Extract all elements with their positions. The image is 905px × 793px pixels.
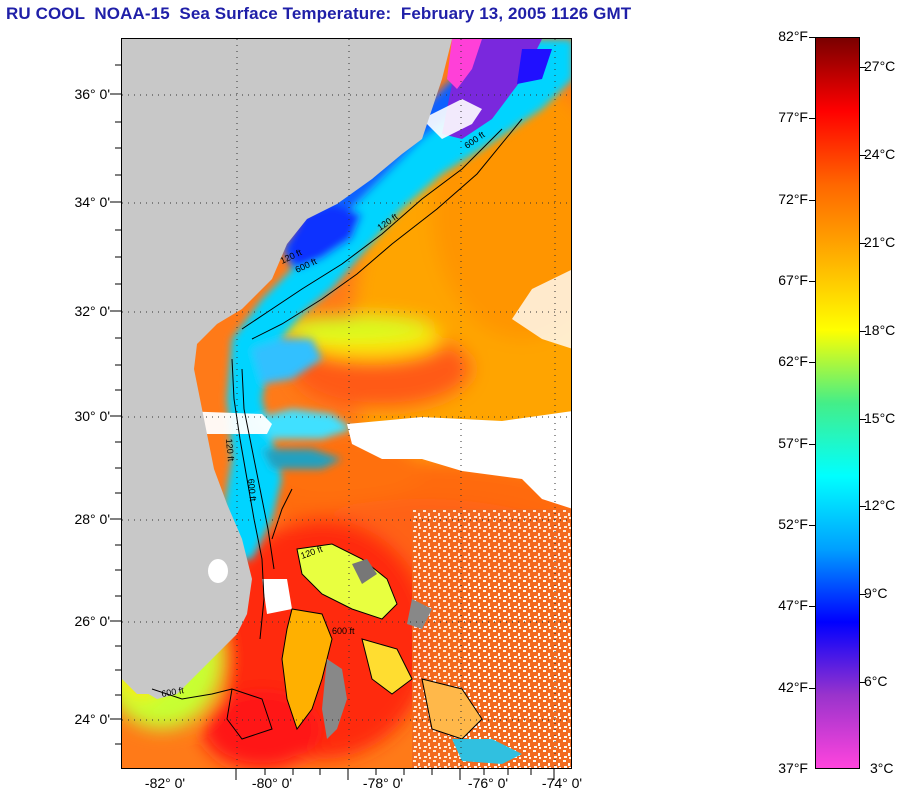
colorbar-celsius-label: 24°C	[864, 146, 896, 162]
colorbar-fahrenheit-label: 42°F	[778, 679, 808, 695]
colorbar-tick	[809, 444, 815, 445]
lat-label: 28° 0'	[74, 511, 110, 527]
colorbar-fahrenheit-label: 72°F	[778, 191, 808, 207]
colorbar-tick	[809, 525, 815, 526]
colorbar-fahrenheit-label: 82°F	[778, 28, 808, 44]
colorbar-tick	[809, 688, 815, 689]
colorbar-fahrenheit-label: 47°F	[778, 597, 808, 613]
colorbar-tick	[809, 118, 815, 119]
sst-map: 120 ft 600 ft 120 ft 600 ft 120 ft 600 f…	[121, 38, 572, 769]
lake-okeechobee	[208, 559, 228, 583]
lat-label: 36° 0'	[74, 86, 110, 102]
lon-label: -80° 0'	[251, 775, 293, 791]
colorbar-celsius-label: 12°C	[864, 497, 896, 513]
colorbar-tick	[860, 682, 866, 683]
colorbar-tick	[860, 594, 866, 595]
lon-label: -76° 0'	[467, 775, 509, 791]
contour-label: 600 ft	[246, 478, 258, 502]
map-axis-ticks	[110, 64, 555, 780]
colorbar-celsius-label: 21°C	[864, 234, 896, 250]
colorbar-celsius-label: 6°C	[864, 673, 888, 689]
contour-label: 600 ft	[161, 685, 185, 699]
colorbar-fahrenheit-label: 52°F	[778, 516, 808, 532]
lat-label: 30° 0'	[74, 408, 110, 424]
colorbar-tick	[809, 37, 815, 38]
colorbar-tick	[809, 200, 815, 201]
lat-label: 32° 0'	[74, 303, 110, 319]
colorbar-celsius-label: 27°C	[864, 58, 896, 74]
colorbar-tick	[860, 419, 866, 420]
lon-label: -78° 0'	[362, 775, 404, 791]
depth-contours	[151, 118, 523, 700]
colorbar-celsius-label: 18°C	[864, 322, 896, 338]
colorbar-fahrenheit-label: 62°F	[778, 353, 808, 369]
lat-label: 26° 0'	[74, 613, 110, 629]
colorbar-tick	[860, 331, 866, 332]
colorbar-tick	[860, 506, 866, 507]
colorbar-tick	[860, 155, 866, 156]
colorbar-tick	[809, 606, 815, 607]
colorbar-fahrenheit-label: 37°F	[778, 760, 808, 776]
colorbar-tick	[809, 281, 815, 282]
colorbar-fahrenheit-label: 57°F	[778, 435, 808, 451]
contour-label: 120 ft	[224, 438, 236, 462]
colorbar-celsius-label: 15°C	[864, 410, 896, 426]
sst-map-image: 120 ft 600 ft 120 ft 600 ft 120 ft 600 f…	[122, 39, 571, 768]
colorbar-tick	[809, 362, 815, 363]
lon-label: -74° 0'	[541, 775, 583, 791]
colorbar-tick	[860, 243, 866, 244]
colorbar-celsius-label: 9°C	[864, 585, 888, 601]
map-title: RU COOL NOAA-15 Sea Surface Temperature:…	[6, 4, 632, 23]
lat-label: 24° 0'	[74, 711, 110, 727]
contour-label: 600 ft	[332, 626, 355, 636]
colorbar-celsius-label: 3°C	[870, 760, 894, 776]
lon-label: -82° 0'	[144, 775, 186, 791]
colorbar-fahrenheit-label: 77°F	[778, 109, 808, 125]
us-coastline-land	[122, 39, 452, 699]
colorbar-fahrenheit-label: 67°F	[778, 272, 808, 288]
bahamas-banks	[226, 543, 522, 764]
lat-label: 34° 0'	[74, 194, 110, 210]
temperature-colorbar	[815, 37, 860, 769]
colorbar-tick	[860, 67, 866, 68]
